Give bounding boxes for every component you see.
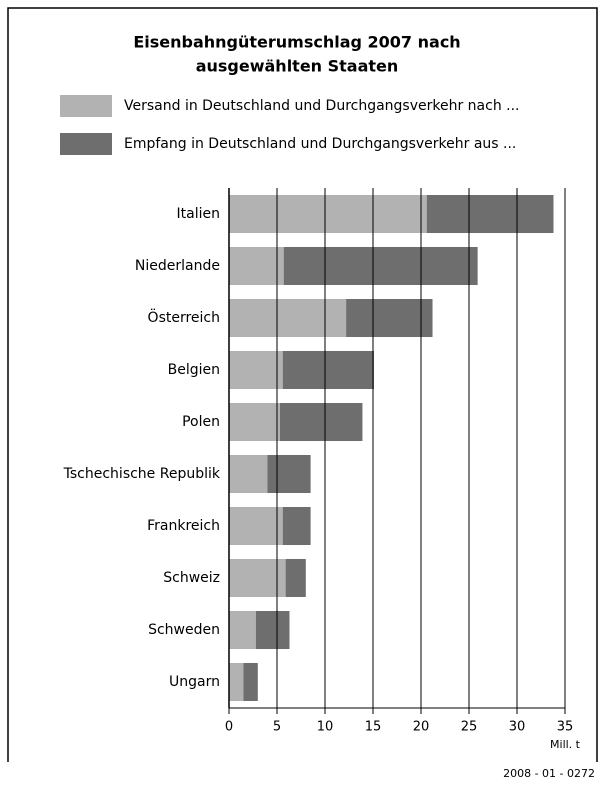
bar-segment: [283, 247, 478, 285]
bar-segment: [229, 351, 283, 389]
x-tick-label: 5: [273, 720, 281, 735]
bar-segment: [426, 195, 554, 233]
bar-segment: [229, 611, 256, 649]
bar-segment: [229, 507, 283, 545]
x-tick-label: 15: [365, 720, 382, 735]
bar-segment: [279, 403, 363, 441]
legend-label: Empfang in Deutschland und Durchgangsver…: [124, 136, 516, 152]
bar-segment: [229, 299, 347, 337]
bar-segment: [229, 559, 286, 597]
x-tick-label: 20: [413, 720, 430, 735]
x-tick-label: 0: [225, 720, 233, 735]
bar-segment: [229, 195, 427, 233]
legend-swatch: [60, 95, 112, 117]
bar-segment: [346, 299, 433, 337]
bar-segment: [229, 663, 244, 701]
y-tick-label: Niederlande: [135, 258, 220, 274]
y-tick-label: Schweiz: [163, 570, 220, 586]
bar-segment: [229, 455, 268, 493]
bar-segment: [282, 351, 374, 389]
y-tick-label: Tschechische Republik: [63, 466, 221, 482]
y-tick-label: Schweden: [148, 622, 220, 638]
bar-segment: [229, 403, 280, 441]
chart-title: Eisenbahngüterumschlag 2007 nach: [133, 33, 460, 52]
x-tick-label: 35: [557, 720, 574, 735]
y-tick-label: Polen: [182, 414, 220, 430]
x-axis-label: Mill. t: [550, 738, 581, 751]
y-tick-label: Frankreich: [147, 518, 220, 534]
legend-swatch: [60, 133, 112, 155]
bar-segment: [285, 559, 306, 597]
bar-segment: [267, 455, 311, 493]
x-tick-label: 10: [317, 720, 334, 735]
y-tick-label: Italien: [177, 206, 220, 222]
frame: [7, 7, 598, 762]
x-tick-label: 25: [461, 720, 478, 735]
legend-label: Versand in Deutschland und Durchgangsver…: [124, 98, 520, 114]
chart-title: ausgewählten Staaten: [196, 57, 399, 76]
y-tick-label: Belgien: [168, 362, 220, 378]
y-tick-label: Österreich: [148, 308, 220, 326]
footer: 2008 - 01 - 0272: [503, 767, 595, 780]
bar-segment: [255, 611, 290, 649]
bar-segment: [243, 663, 258, 701]
x-tick-label: 30: [509, 720, 526, 735]
y-tick-label: Ungarn: [169, 674, 220, 690]
bar-segment: [282, 507, 311, 545]
bar-segment: [229, 247, 284, 285]
